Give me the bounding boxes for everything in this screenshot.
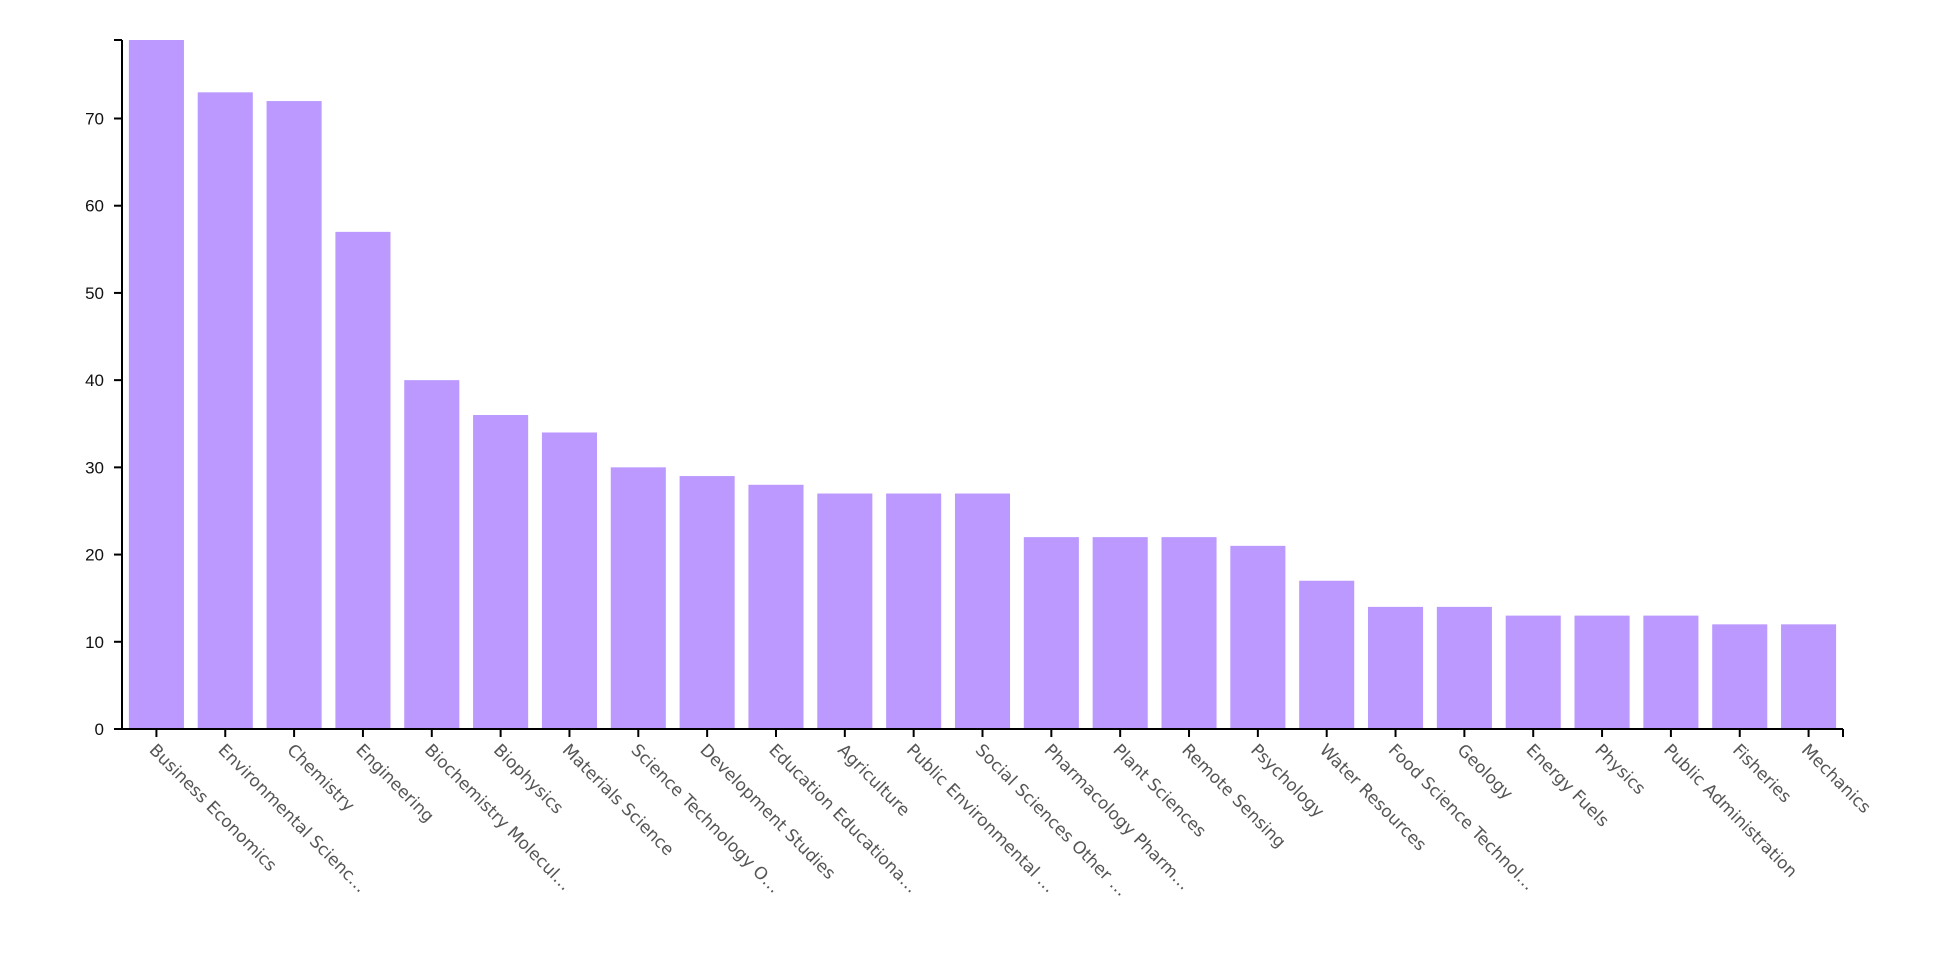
bar-13 bbox=[1023, 537, 1079, 729]
bar-20 bbox=[1505, 615, 1561, 729]
bar-4 bbox=[404, 380, 460, 729]
x-tick-label-2: Chemistry bbox=[283, 740, 359, 816]
bar-5 bbox=[473, 415, 529, 729]
x-tick-label-19: Geology bbox=[1453, 740, 1517, 804]
x-tick-label-23: Fisheries bbox=[1728, 740, 1795, 807]
y-tick-label-5: 50 bbox=[85, 284, 104, 303]
bar-21 bbox=[1574, 615, 1630, 729]
bar-22 bbox=[1643, 615, 1699, 729]
y-tick-label-6: 60 bbox=[85, 197, 104, 216]
bar-12 bbox=[954, 493, 1011, 729]
bar-2 bbox=[266, 101, 322, 729]
bar-23 bbox=[1712, 624, 1768, 729]
y-tick-label-0: 0 bbox=[95, 720, 104, 739]
x-tick-label-0: Business Economics bbox=[145, 740, 281, 876]
bar-1 bbox=[197, 92, 253, 730]
bar-6 bbox=[541, 432, 597, 729]
bar-7 bbox=[610, 467, 666, 729]
bar-24 bbox=[1781, 624, 1837, 729]
bars-group bbox=[128, 40, 1837, 730]
bar-8 bbox=[679, 476, 735, 729]
bar-9 bbox=[748, 484, 804, 729]
bar-19 bbox=[1436, 606, 1492, 729]
bar-14 bbox=[1092, 537, 1148, 729]
bar-17 bbox=[1299, 580, 1355, 729]
x-tick-label-24: Mechanics bbox=[1797, 740, 1874, 817]
y-tick-label-3: 30 bbox=[85, 458, 104, 477]
bar-10 bbox=[817, 493, 873, 729]
bar-18 bbox=[1368, 606, 1424, 729]
bar-3 bbox=[335, 231, 391, 729]
x-tick-label-22: Public Administration bbox=[1659, 740, 1801, 882]
bar-11 bbox=[886, 493, 942, 729]
y-tick-label-7: 70 bbox=[85, 109, 104, 128]
y-tick-label-4: 40 bbox=[85, 371, 104, 390]
x-tick-label-4: Biochemistry Molecul… bbox=[420, 740, 575, 895]
x-tick-label-21: Physics bbox=[1591, 740, 1650, 799]
y-axis: 0 10 20 30 40 50 60 70 bbox=[85, 39, 123, 739]
bar-0 bbox=[128, 40, 184, 729]
y-tick-label-1: 10 bbox=[85, 633, 104, 652]
y-tick-label-2: 20 bbox=[85, 546, 104, 565]
bar-15 bbox=[1161, 537, 1217, 729]
x-tick-label-8: Development Studies bbox=[696, 740, 840, 884]
bar-16 bbox=[1230, 545, 1286, 729]
